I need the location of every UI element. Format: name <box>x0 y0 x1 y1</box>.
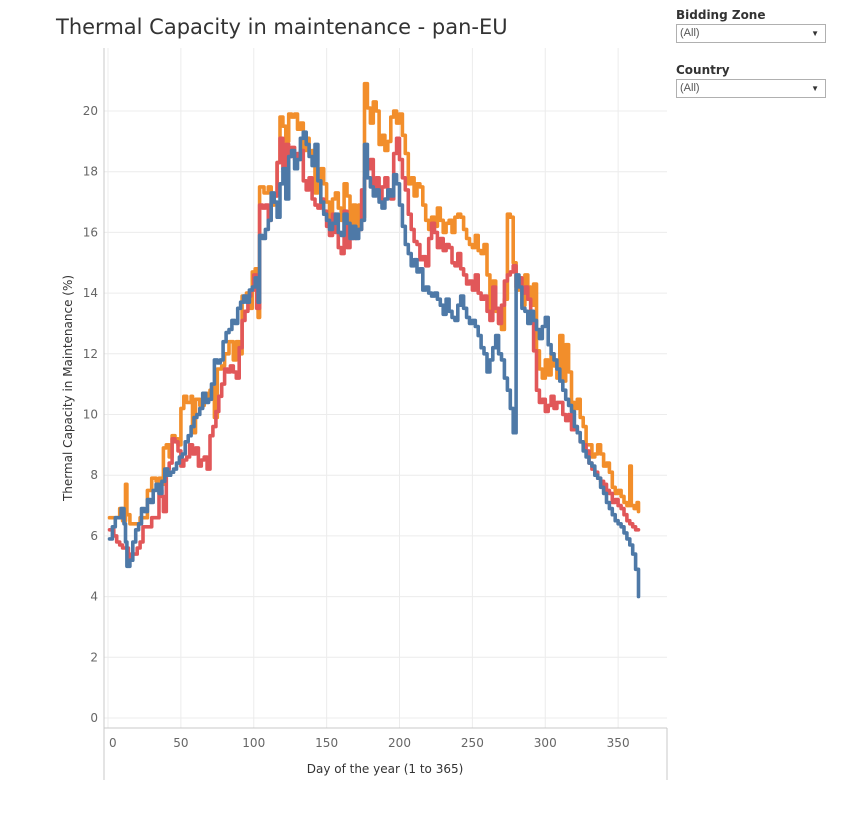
y-tick-label: 8 <box>90 468 98 482</box>
x-tick-label: 150 <box>315 736 338 750</box>
y-tick-label: 12 <box>83 347 98 361</box>
x-axis-title: Day of the year (1 to 365) <box>307 762 464 776</box>
country-label: Country <box>676 63 730 77</box>
bidding-zone-filter: Bidding Zone (All) ▼ <box>676 8 826 43</box>
y-tick-label: 20 <box>83 104 98 118</box>
x-tick-label: 100 <box>242 736 265 750</box>
y-tick-label: 4 <box>90 590 98 604</box>
grid-lines <box>104 48 667 728</box>
x-tick-label: 0 <box>109 736 117 750</box>
bidding-zone-dropdown[interactable]: (All) ▼ <box>676 24 826 43</box>
country-filter: Country (All) ▼ <box>676 63 826 98</box>
chart-title: Thermal Capacity in maintenance - pan-EU <box>56 15 508 39</box>
series-line-3 <box>107 130 641 599</box>
series-lines <box>107 81 641 599</box>
y-tick-label: 6 <box>90 529 98 543</box>
y-tick-label: 16 <box>83 225 98 239</box>
chevron-down-icon: ▼ <box>811 29 819 38</box>
series-line-2 <box>107 136 641 559</box>
chevron-down-icon: ▼ <box>811 84 819 93</box>
bidding-zone-value: (All) <box>680 27 700 39</box>
y-tick-label: 10 <box>83 408 98 422</box>
x-tick-label: 50 <box>173 736 188 750</box>
y-tick-label: 2 <box>90 650 98 664</box>
x-tick-label: 200 <box>388 736 411 750</box>
x-tick-label: 300 <box>534 736 557 750</box>
y-tick-label: 18 <box>83 165 98 179</box>
bidding-zone-label: Bidding Zone <box>676 8 766 22</box>
y-axis-title: Thermal Capacity in Maintenance (%) <box>61 275 75 502</box>
x-tick-label: 250 <box>461 736 484 750</box>
y-tick-label: 0 <box>90 711 98 725</box>
x-tick-label: 350 <box>607 736 630 750</box>
country-dropdown[interactable]: (All) ▼ <box>676 79 826 98</box>
country-value: (All) <box>680 82 700 94</box>
y-tick-label: 14 <box>83 286 98 300</box>
